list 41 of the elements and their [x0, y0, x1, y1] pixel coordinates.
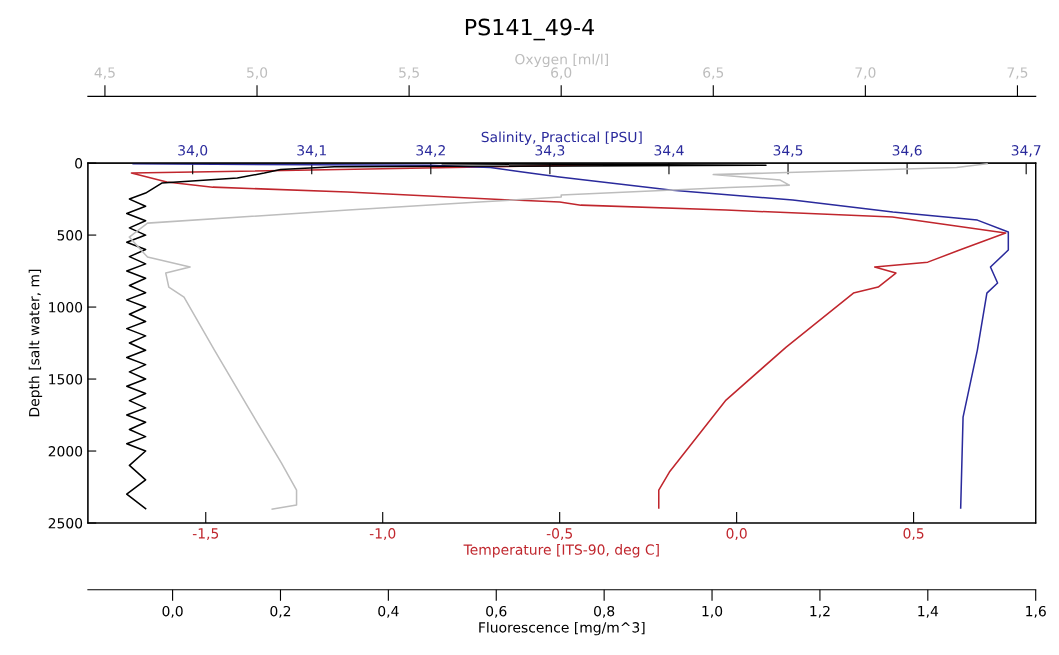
- y-tick-label: 1500: [49, 374, 83, 385]
- x-tick-label: 0,5: [903, 528, 924, 541]
- chart-title: PS141_49-4: [465, 18, 594, 41]
- x2-tick-label: 34,0: [178, 145, 208, 157]
- x2-tick-label: 34,7: [1011, 145, 1041, 157]
- x-tick-label: 0,8: [594, 605, 615, 618]
- x-tick-label: 0,2: [270, 605, 291, 618]
- y-tick-label: 2500: [48, 517, 83, 529]
- x2-tick-label: 6,0: [551, 67, 572, 80]
- x-tick-label: 1,4: [918, 606, 939, 618]
- x-tick-label: 1,2: [810, 605, 830, 618]
- x2-tick-label: 5,0: [247, 67, 268, 80]
- y-tick-label: 500: [57, 230, 83, 241]
- x2-axis-title: Oxygen [ml/l]: [515, 53, 608, 68]
- x-tick-label: -0,5: [546, 528, 573, 541]
- x2-tick-label: 34,4: [654, 145, 684, 157]
- x-tick-label: -1,0: [369, 528, 396, 541]
- x2-axis-title: Salinity, Practical [PSU]: [481, 131, 642, 145]
- x2-tick-label: 7,0: [855, 67, 876, 80]
- y-axis-title: Depth [salt water, m]: [28, 269, 43, 417]
- x2-tick-label: 34,6: [892, 145, 922, 157]
- x2-tick-label: 34,1: [297, 145, 326, 157]
- x-tick-label: -1,5: [192, 528, 219, 541]
- x-tick-label: 1,0: [702, 605, 723, 618]
- x2-tick-label: 5,5: [399, 67, 419, 80]
- x-tick-label: 0,0: [726, 528, 747, 541]
- y-tick-label: 0: [75, 158, 83, 169]
- x-tick-label: 1,6: [1026, 605, 1046, 618]
- x2-tick-label: 7,5: [1007, 67, 1028, 80]
- y-tick-label: 1000: [49, 302, 83, 313]
- x-axis-title: Fluorescence [mg/m^3]: [479, 621, 645, 636]
- x2-tick-label: 34,5: [773, 145, 803, 157]
- x2-tick-label: 6,5: [703, 67, 724, 80]
- x-tick-label: 0,4: [378, 605, 399, 618]
- x-tick-label: 0,6: [486, 605, 507, 618]
- x-axis-title: Temperature [ITS-90, deg C]: [463, 544, 659, 558]
- x2-tick-label: 34,2: [416, 145, 445, 157]
- x2-tick-label: 4,5: [94, 67, 115, 80]
- y-tick-label: 2000: [48, 446, 83, 457]
- x2-tick-label: 34,3: [535, 145, 565, 157]
- x-tick-label: 0,0: [162, 605, 183, 618]
